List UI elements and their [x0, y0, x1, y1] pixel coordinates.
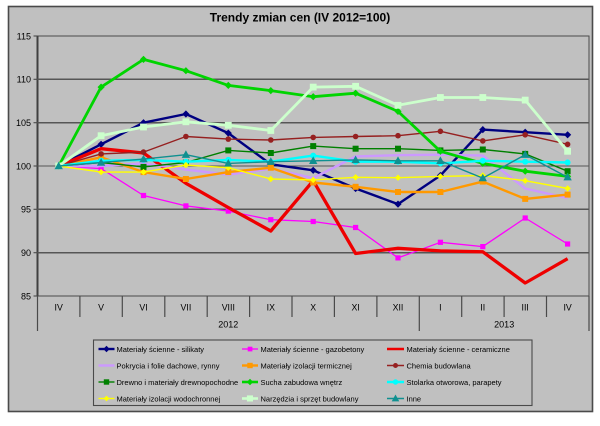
- svg-text:IV: IV: [563, 303, 571, 313]
- svg-text:III: III: [522, 303, 529, 313]
- svg-text:110: 110: [17, 75, 31, 85]
- svg-text:Narzędzia i sprzęt budowlany: Narzędzia i sprzęt budowlany: [261, 394, 359, 403]
- svg-text:90: 90: [21, 248, 31, 258]
- svg-text:XII: XII: [393, 303, 404, 313]
- svg-text:XI: XI: [351, 303, 359, 313]
- svg-text:Pokrycia i folie dachowe, rynn: Pokrycia i folie dachowe, rynny: [117, 361, 220, 370]
- svg-text:115: 115: [17, 31, 31, 41]
- svg-text:2013: 2013: [494, 320, 514, 330]
- svg-text:Sucha zabudowa wnętrz: Sucha zabudowa wnętrz: [261, 378, 343, 387]
- svg-text:II: II: [480, 303, 485, 313]
- svg-text:105: 105: [16, 118, 31, 128]
- svg-text:100: 100: [16, 161, 31, 171]
- svg-text:85: 85: [21, 291, 31, 301]
- svg-text:Materiały izolacji wodochronne: Materiały izolacji wodochronnej: [117, 394, 221, 403]
- svg-text:IX: IX: [267, 303, 275, 313]
- svg-text:IV: IV: [55, 303, 63, 313]
- svg-text:2012: 2012: [218, 320, 238, 330]
- svg-text:X: X: [310, 303, 316, 313]
- svg-text:Materiały ścienne - ceramiczne: Materiały ścienne - ceramiczne: [407, 345, 510, 354]
- svg-text:Drewno i materiały drewnopocho: Drewno i materiały drewnopochodne: [117, 378, 239, 387]
- svg-text:I: I: [439, 303, 441, 313]
- svg-text:Stolarka otworowa, parapety: Stolarka otworowa, parapety: [407, 378, 502, 387]
- svg-text:Chemia budowlana: Chemia budowlana: [407, 361, 472, 370]
- svg-text:V: V: [98, 303, 104, 313]
- svg-text:VI: VI: [139, 303, 147, 313]
- svg-text:Materiały ścienne - gazobetony: Materiały ścienne - gazobetony: [261, 345, 365, 354]
- svg-text:VIII: VIII: [222, 303, 235, 313]
- svg-text:Trendy zmian cen (IV 2012=100): Trendy zmian cen (IV 2012=100): [210, 11, 390, 25]
- svg-text:VII: VII: [181, 303, 192, 313]
- svg-text:95: 95: [21, 205, 31, 215]
- svg-text:Materiały izolacji termicznej: Materiały izolacji termicznej: [261, 361, 353, 370]
- svg-text:Materiały ścienne - silikaty: Materiały ścienne - silikaty: [117, 345, 205, 354]
- svg-text:Inne: Inne: [407, 394, 422, 403]
